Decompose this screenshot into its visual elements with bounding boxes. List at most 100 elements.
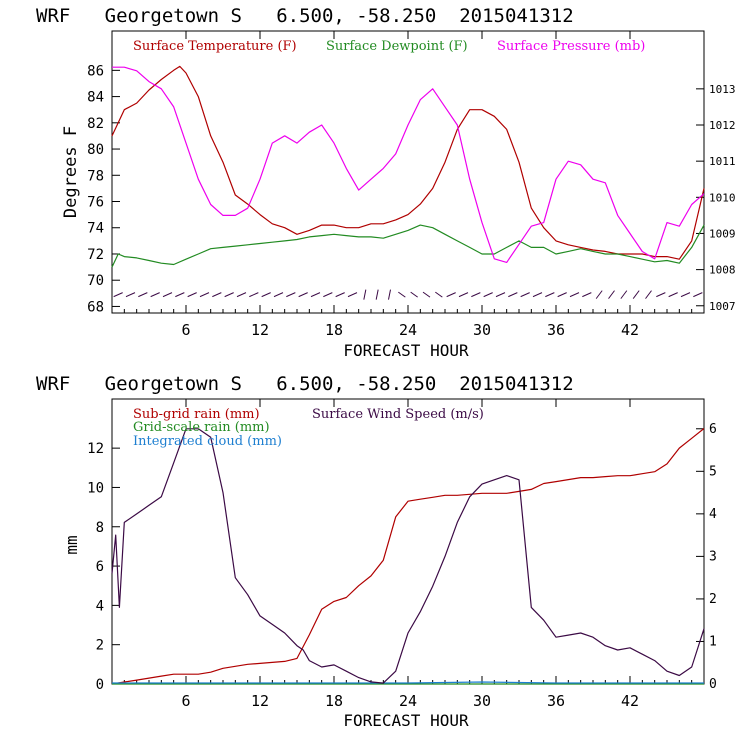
wind-barb bbox=[471, 292, 481, 298]
temperature-plot-frame bbox=[111, 30, 705, 314]
rain-y2-tick-label: 6 bbox=[709, 422, 717, 437]
temperature-x-tick-label: 42 bbox=[621, 321, 639, 339]
wind-barb bbox=[199, 292, 210, 298]
rain-y-tick-label: 6 bbox=[96, 559, 104, 575]
wind-barb bbox=[410, 291, 418, 298]
temperature-y2-tick-label: 1008 bbox=[709, 264, 736, 277]
temperature-y-axis-label: Degrees F bbox=[61, 126, 81, 218]
temperature-y-tick-label: 68 bbox=[87, 299, 104, 315]
wind-barb bbox=[508, 292, 518, 298]
wind-barb bbox=[162, 292, 173, 298]
wind-barb bbox=[458, 292, 469, 298]
wind-barb bbox=[187, 292, 197, 298]
wind-barb bbox=[557, 292, 567, 298]
temperature-x-axis-label: FORECAST HOUR bbox=[343, 341, 469, 360]
temperature-x-tick-label: 30 bbox=[473, 321, 491, 339]
legend-grid-scale-rain: Grid-scale rain (mm) bbox=[133, 420, 270, 435]
wind-barb bbox=[545, 292, 555, 298]
temperature-y-tick-label: 72 bbox=[87, 247, 104, 263]
rain-y-tick-label: 0 bbox=[96, 677, 104, 693]
rain-x-tick-label: 6 bbox=[181, 692, 190, 710]
rain-y-tick-label: 12 bbox=[87, 441, 104, 457]
series-surface-dewpoint-line bbox=[111, 224, 705, 268]
temperature-y-tick-label: 78 bbox=[87, 168, 104, 184]
legend-integrated-cloud: Integrated cloud (mm) bbox=[133, 434, 282, 449]
temperature-x-tick-label: 12 bbox=[251, 321, 269, 339]
wind-barb bbox=[422, 291, 431, 298]
rain-y2-tick-label: 0 bbox=[709, 677, 717, 692]
rain-y2-tick-label: 3 bbox=[709, 549, 717, 564]
temperature-x-tick-label: 24 bbox=[399, 321, 417, 339]
rain-y-tick-label: 2 bbox=[96, 638, 104, 654]
legend-surface-dewpoint: Surface Dewpoint (F) bbox=[326, 39, 468, 54]
rain-y-axis-label: mm bbox=[62, 535, 81, 554]
rain-x-axis-label: FORECAST HOUR bbox=[343, 711, 469, 730]
temperature-y2-tick-label: 1011 bbox=[709, 155, 736, 168]
rain-x-tick-label: 36 bbox=[547, 692, 565, 710]
temperature-x-tick-label: 36 bbox=[547, 321, 565, 339]
wind-barb bbox=[668, 292, 678, 298]
rain-y-tick-label: 10 bbox=[87, 480, 104, 496]
rain-x-tick-label: 24 bbox=[399, 692, 417, 710]
temperature-y2-tick-label: 1013 bbox=[709, 83, 736, 96]
rain-y2-tick-label: 4 bbox=[709, 507, 717, 522]
wind-barb bbox=[645, 290, 652, 299]
wind-barb bbox=[323, 292, 333, 298]
wind-barb bbox=[224, 292, 234, 298]
series-sub-grid-rain-line bbox=[111, 428, 705, 685]
temperature-panel-title: WRF Georgetown S 6.500, -58.250 20150413… bbox=[36, 5, 574, 27]
temperature-y-tick-label: 80 bbox=[87, 142, 104, 158]
series-surface-pressure-line bbox=[112, 66, 705, 263]
temperature-y2-tick-label: 1012 bbox=[709, 119, 736, 132]
wind-barb bbox=[435, 291, 443, 298]
rain-y2-tick-label: 2 bbox=[709, 592, 717, 607]
wind-barb bbox=[286, 292, 296, 298]
series-surface-temperature-line bbox=[111, 65, 705, 260]
wind-barb bbox=[150, 292, 160, 298]
rain-y2-tick-label: 5 bbox=[709, 464, 717, 479]
temperature-y-tick-label: 76 bbox=[87, 195, 104, 211]
legend-surface-temperature: Surface Temperature (F) bbox=[133, 39, 297, 54]
wind-barb bbox=[656, 292, 666, 298]
wind-barb bbox=[446, 292, 456, 298]
wind-barb bbox=[261, 292, 271, 298]
wind-barbs-row bbox=[113, 289, 703, 300]
wind-barb bbox=[495, 292, 506, 298]
wind-barb bbox=[125, 292, 136, 298]
wind-barb bbox=[483, 292, 493, 298]
rain-x-tick-label: 18 bbox=[325, 692, 343, 710]
wind-barb bbox=[175, 292, 185, 298]
temperature-y-tick-label: 86 bbox=[87, 63, 104, 79]
wind-barb bbox=[212, 292, 222, 298]
wind-barb bbox=[595, 290, 603, 299]
wind-barb bbox=[388, 289, 391, 300]
temperature-y-tick-label: 84 bbox=[87, 90, 104, 106]
rain-legend: Sub-grid rain (mm) Surface Wind Speed (m… bbox=[133, 407, 484, 449]
temperature-legend: Surface Temperature (F) Surface Dewpoint… bbox=[133, 39, 645, 54]
wind-barb bbox=[398, 291, 406, 298]
rain-y-tick-label: 4 bbox=[96, 598, 104, 614]
rain-panel: WRF Georgetown S 6.500, -58.250 20150413… bbox=[36, 373, 717, 730]
wind-barb bbox=[298, 292, 308, 298]
wind-barb bbox=[138, 292, 148, 298]
wind-barb bbox=[375, 289, 379, 300]
temperature-y-tick-label: 82 bbox=[87, 116, 104, 132]
wind-barb bbox=[273, 292, 284, 298]
legend-surface-wind-speed: Surface Wind Speed (m/s) bbox=[312, 407, 484, 422]
temperature-panel: WRF Georgetown S 6.500, -58.250 20150413… bbox=[36, 5, 736, 360]
series-integrated-cloud-line bbox=[112, 681, 704, 684]
rain-x-tick-label: 30 bbox=[473, 692, 491, 710]
temperature-y2-tick-label: 1009 bbox=[709, 227, 736, 240]
wind-barb bbox=[532, 292, 543, 298]
wind-barb bbox=[582, 292, 592, 298]
wind-barb bbox=[310, 292, 321, 298]
wind-barb bbox=[249, 292, 259, 298]
wind-barb bbox=[693, 292, 703, 298]
temperature-y-tick-label: 70 bbox=[87, 273, 104, 289]
wind-barb bbox=[335, 292, 345, 298]
temperature-y-tick-label: 74 bbox=[87, 221, 104, 237]
rain-y2-tick-label: 1 bbox=[709, 634, 717, 649]
series-surface-wind-speed-line bbox=[111, 428, 705, 684]
wind-barb bbox=[569, 292, 580, 298]
